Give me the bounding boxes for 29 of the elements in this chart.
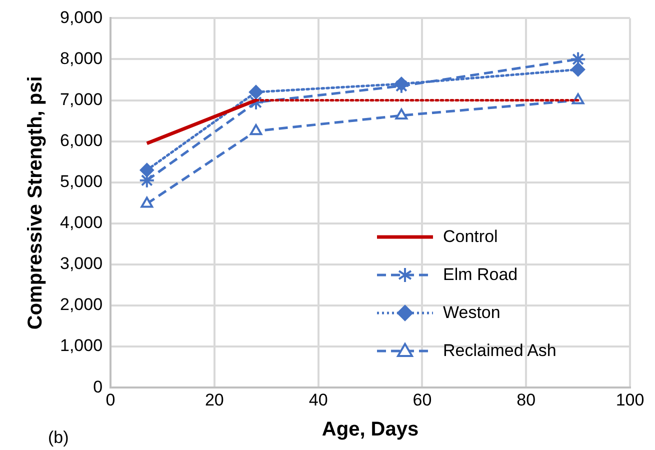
x-tick-label: 100: [616, 390, 644, 410]
y-tick-label: 9,000: [60, 8, 103, 27]
x-tick-label: 80: [516, 390, 536, 410]
point: [395, 108, 408, 120]
point: [248, 85, 263, 100]
y-tick-label: 3,000: [60, 254, 103, 274]
y-tick-label: 0: [93, 377, 103, 396]
y-tick-label: 8,000: [60, 48, 103, 68]
point: [140, 163, 154, 178]
y-tick-label: 1,000: [60, 336, 103, 356]
point: [571, 62, 586, 77]
x-axis-title: Age, Days: [322, 418, 419, 441]
legend-label: Control: [443, 226, 498, 247]
y-tick-label: 2,000: [60, 295, 103, 314]
x-tick-label: 60: [412, 390, 432, 410]
x-tick-label: 40: [308, 390, 328, 410]
x-tick-label: 20: [204, 390, 224, 410]
point: [140, 196, 154, 208]
y-tick-label: 4,000: [60, 213, 103, 232]
y-tick-label: 5,000: [60, 172, 103, 192]
legend-label: Weston: [443, 302, 500, 323]
legend-label: Reclaimed Ash: [443, 340, 556, 361]
y-axis-title: Compressive Strength, psi: [24, 76, 47, 330]
legend-label: Elm Road: [443, 264, 518, 285]
point: [250, 124, 262, 136]
text: (b): [48, 428, 69, 447]
y-tick-label: 6,000: [60, 131, 103, 150]
y-tick-label: 7,000: [60, 90, 103, 109]
x-tick-label: 0: [106, 390, 116, 410]
